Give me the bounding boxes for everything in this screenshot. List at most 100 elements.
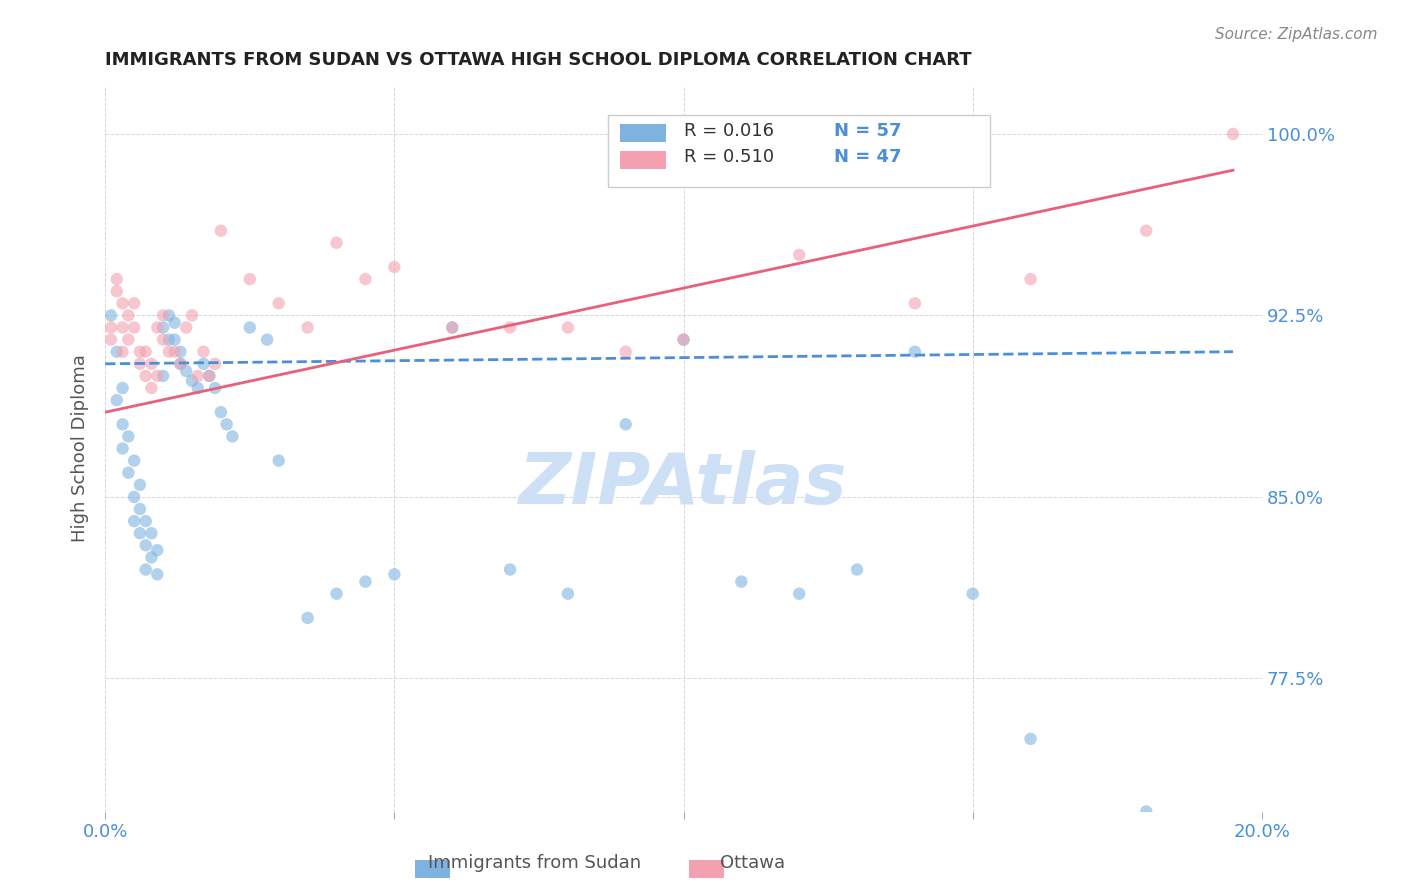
Point [157, 309, 180, 323]
Point [181, 309, 204, 323]
Point [221, 429, 243, 443]
Point [146, 320, 169, 334]
Point [122, 514, 145, 528]
Point [146, 368, 169, 383]
Point [204, 357, 226, 371]
Point [215, 417, 238, 432]
Point [297, 320, 319, 334]
Point [441, 320, 464, 334]
Point [297, 611, 319, 625]
Point [1135, 224, 1157, 238]
Point [100, 309, 122, 323]
Point [129, 478, 152, 492]
Point [672, 333, 695, 347]
Point [904, 296, 927, 310]
Point [181, 374, 204, 388]
Point [787, 248, 810, 262]
Point [962, 587, 984, 601]
Point [152, 333, 174, 347]
Text: ZIPAtlas: ZIPAtlas [519, 450, 848, 519]
Point [174, 364, 197, 378]
Point [193, 357, 215, 371]
Point [1135, 805, 1157, 819]
FancyBboxPatch shape [620, 124, 666, 142]
Point [499, 320, 522, 334]
Point [169, 344, 191, 359]
Point [787, 587, 810, 601]
Point [187, 368, 209, 383]
Point [141, 550, 163, 565]
Point [187, 381, 209, 395]
Text: R = 0.016: R = 0.016 [683, 121, 773, 139]
Point [100, 320, 122, 334]
Point [141, 526, 163, 541]
Text: N = 57: N = 57 [834, 121, 901, 139]
Point [129, 526, 152, 541]
Point [354, 574, 377, 589]
Point [169, 357, 191, 371]
Point [325, 587, 347, 601]
Point [614, 417, 637, 432]
Point [163, 316, 186, 330]
Point [135, 514, 157, 528]
Point [129, 344, 152, 359]
Point [146, 543, 169, 558]
Point [111, 417, 134, 432]
Point [117, 466, 139, 480]
Point [122, 453, 145, 467]
Point [135, 538, 157, 552]
Point [204, 381, 226, 395]
Point [557, 320, 579, 334]
Text: R = 0.510: R = 0.510 [683, 148, 773, 167]
Point [135, 562, 157, 576]
Point [239, 320, 262, 334]
Text: Immigrants from Sudan: Immigrants from Sudan [427, 855, 641, 872]
Point [135, 368, 157, 383]
Text: N = 47: N = 47 [834, 148, 901, 167]
Point [193, 344, 215, 359]
Point [730, 574, 752, 589]
Point [267, 453, 290, 467]
Point [111, 381, 134, 395]
Point [122, 296, 145, 310]
Point [122, 490, 145, 504]
Point [117, 429, 139, 443]
Point [117, 309, 139, 323]
Point [111, 344, 134, 359]
Point [141, 357, 163, 371]
Point [157, 333, 180, 347]
Point [129, 357, 152, 371]
Point [354, 272, 377, 286]
Point [105, 344, 128, 359]
Point [1019, 272, 1042, 286]
Text: IMMIGRANTS FROM SUDAN VS OTTAWA HIGH SCHOOL DIPLOMA CORRELATION CHART: IMMIGRANTS FROM SUDAN VS OTTAWA HIGH SCH… [105, 51, 972, 69]
Point [904, 344, 927, 359]
Point [163, 344, 186, 359]
Point [163, 333, 186, 347]
Point [111, 296, 134, 310]
Point [384, 567, 406, 582]
Point [111, 320, 134, 334]
Point [441, 320, 464, 334]
Point [152, 368, 174, 383]
Point [122, 320, 145, 334]
Point [325, 235, 347, 250]
Point [256, 333, 278, 347]
Point [499, 562, 522, 576]
Point [157, 344, 180, 359]
Point [174, 320, 197, 334]
Point [557, 587, 579, 601]
Point [614, 344, 637, 359]
Point [141, 381, 163, 395]
Text: Ottawa: Ottawa [720, 855, 785, 872]
Point [105, 284, 128, 298]
FancyBboxPatch shape [620, 151, 666, 169]
Point [169, 357, 191, 371]
Point [198, 368, 221, 383]
Point [105, 272, 128, 286]
Point [117, 333, 139, 347]
Point [152, 309, 174, 323]
Point [152, 320, 174, 334]
Point [846, 562, 869, 576]
FancyBboxPatch shape [609, 114, 990, 187]
